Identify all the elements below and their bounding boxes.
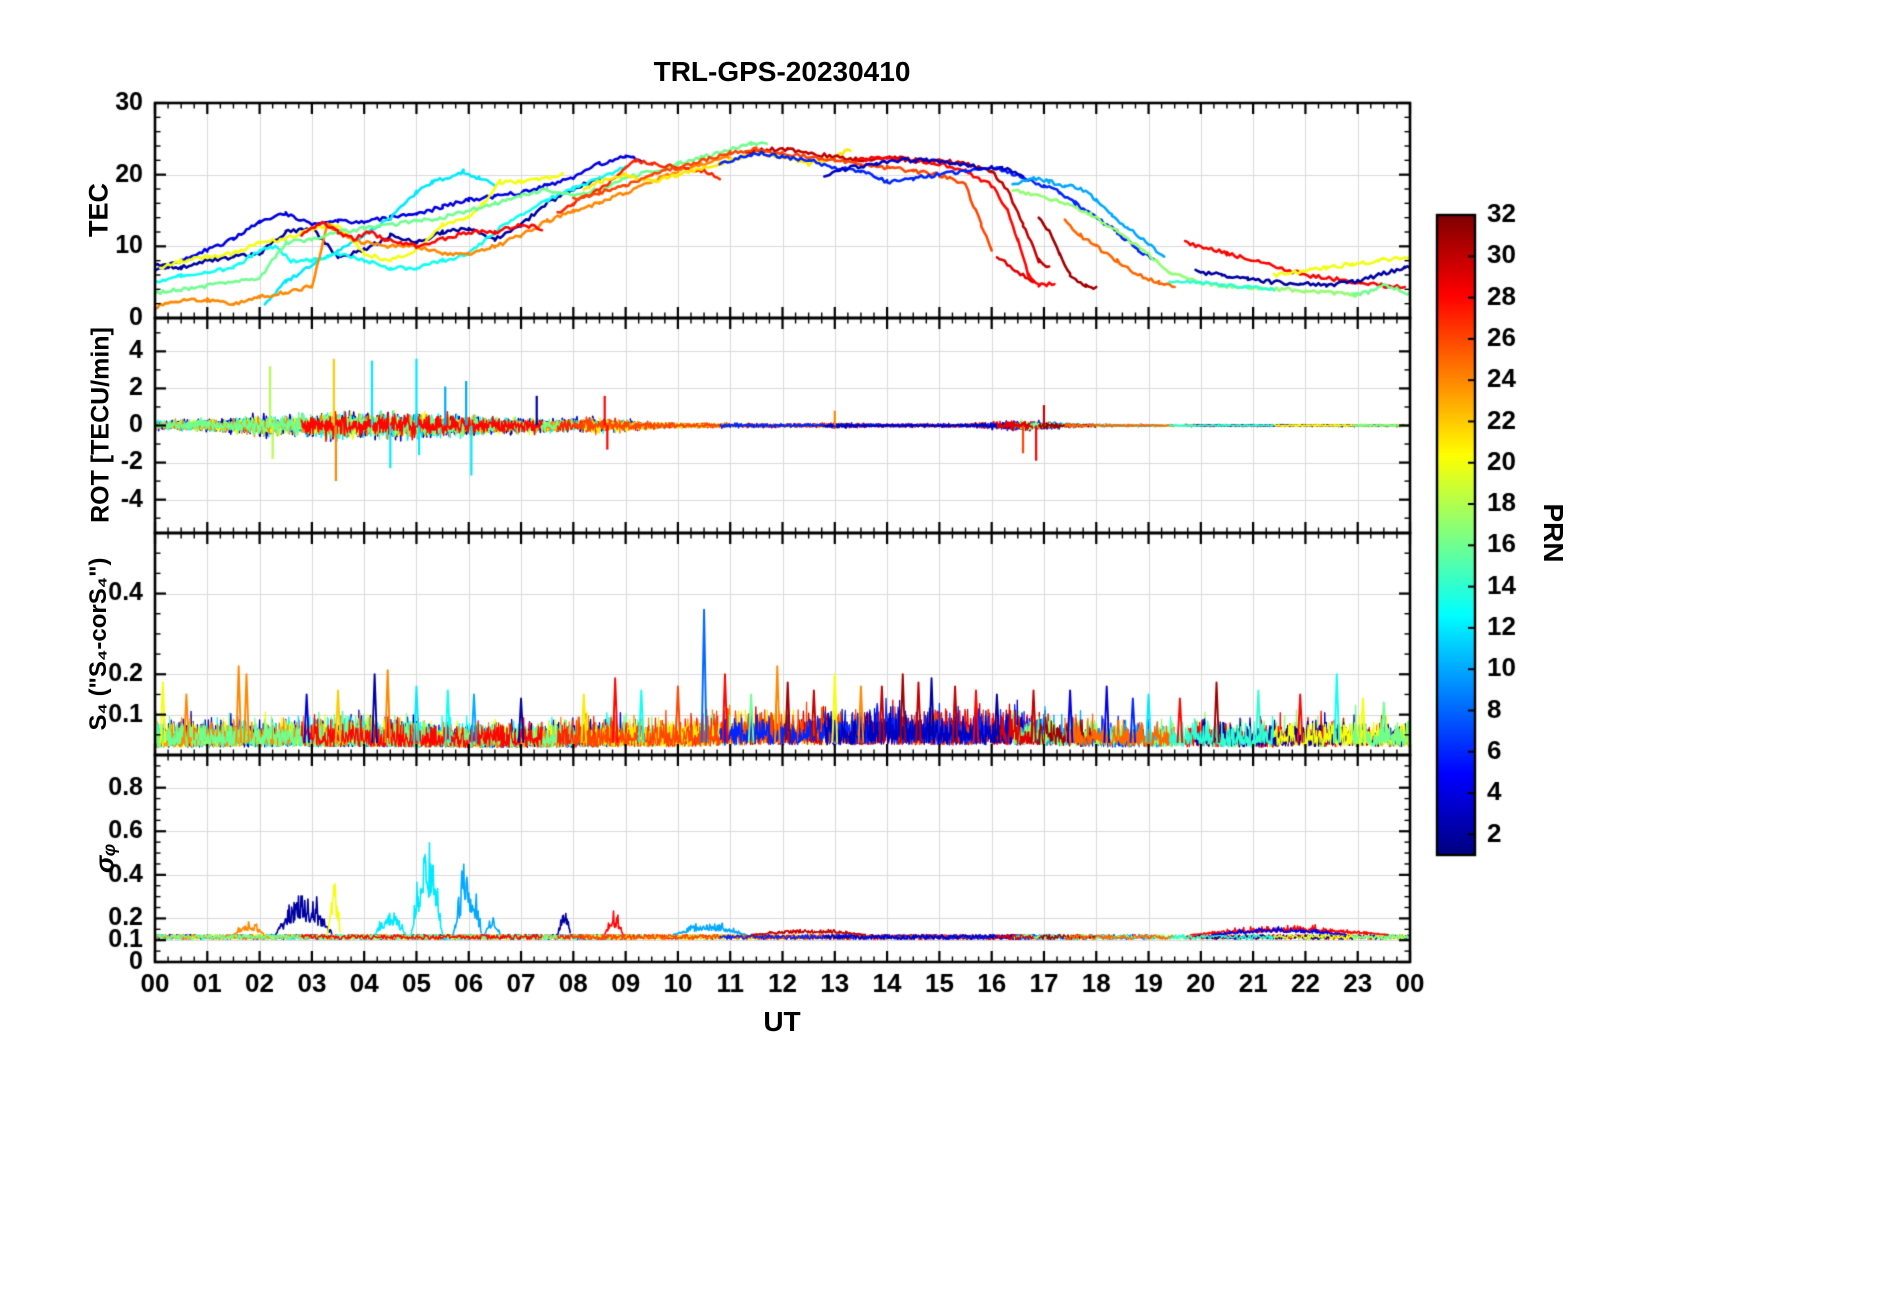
chart-canvas (0, 0, 1902, 1292)
gps-scintillation-figure: TRL-GPS-20230410 TEC ROT [TECU/min] S₄ (… (0, 0, 1902, 1292)
